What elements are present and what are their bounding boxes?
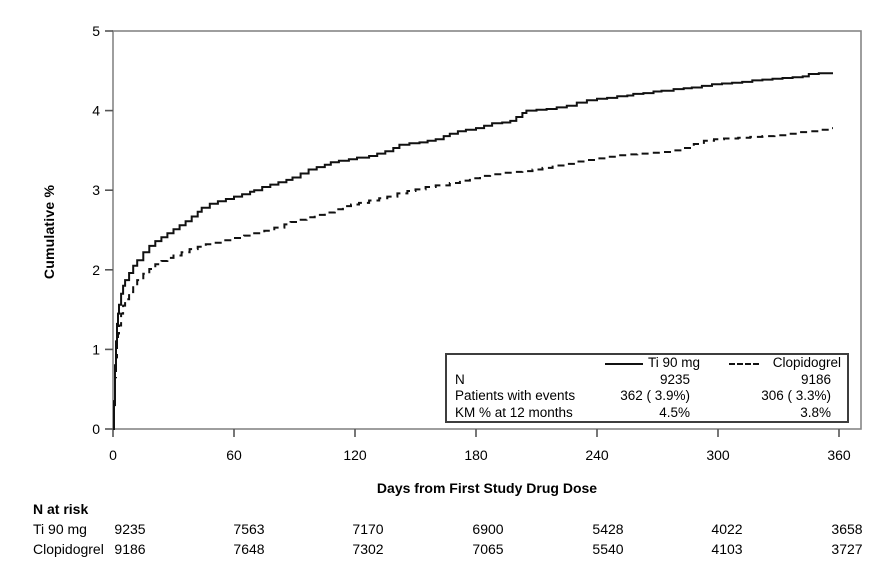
at-risk-value: 7065 (472, 541, 504, 557)
x-tick-label: 240 (585, 447, 609, 463)
legend-row-events: Patients with events 362 ( 3.9%) 306 ( 3… (447, 388, 847, 405)
legend-series-2-name: Clopidogrel (772, 355, 841, 370)
x-tick-label: 120 (343, 447, 367, 463)
x-tick-label: 360 (827, 447, 851, 463)
at-risk-value: 3658 (831, 521, 863, 537)
at-risk-value: 7170 (352, 521, 384, 537)
legend-n-clo: 9186 (800, 371, 831, 387)
y-tick-label: 4 (92, 103, 100, 119)
legend-events-ti: 362 ( 3.9%) (620, 388, 690, 403)
at-risk-row-label-ti90: Ti 90 mg (33, 521, 87, 537)
y-axis-title: Cumulative % (41, 184, 57, 280)
dashed-line-sample-icon (729, 363, 759, 365)
at-risk-value: 5540 (592, 541, 624, 557)
plot-frame (112, 30, 862, 430)
y-tick-label: 3 (92, 182, 100, 198)
at-risk-value: 4022 (711, 521, 743, 537)
x-axis-title: Days from First Study Drug Dose (376, 480, 598, 496)
series-curve-clopidogrel (113, 127, 833, 430)
legend-km-ti: 4.5% (659, 404, 690, 420)
at-risk-value: 9186 (114, 541, 146, 557)
at-risk-value: 7648 (233, 541, 265, 557)
legend-row-label: N (455, 371, 465, 387)
x-tick-label: 60 (226, 447, 242, 463)
solid-line-sample-icon (605, 363, 643, 365)
y-tick-label: 1 (92, 341, 100, 357)
x-tick-label: 0 (109, 447, 117, 463)
x-tick-label: 180 (464, 447, 488, 463)
legend-events-clo: 306 ( 3.3%) (761, 388, 831, 403)
at-risk-value: 3727 (831, 541, 863, 557)
y-tick-label: 0 (92, 421, 100, 437)
legend-series-1-name: Ti 90 mg (647, 355, 700, 370)
legend-n-ti: 9235 (659, 371, 690, 387)
legend-km-clo: 3.8% (800, 404, 831, 420)
series-curve-ti-90-mg (113, 72, 833, 430)
at-risk-title: N at risk (33, 501, 89, 517)
legend-header-row: Ti 90 mg Clopidogrel (447, 355, 847, 372)
at-risk-value: 5428 (592, 521, 624, 537)
x-tick-label: 300 (706, 447, 730, 463)
at-risk-value: 7563 (233, 521, 265, 537)
legend-box: Ti 90 mg Clopidogrel N 9235 9186 Patient… (445, 353, 849, 423)
legend-row-km: KM % at 12 months 4.5% 3.8% (447, 405, 847, 422)
at-risk-value: 9235 (114, 521, 146, 537)
y-tick-label: 2 (92, 262, 100, 278)
y-tick-label: 5 (92, 23, 100, 39)
at-risk-value: 4103 (711, 541, 743, 557)
legend-row-n: N 9235 9186 (447, 372, 847, 389)
at-risk-row-label-clopidogrel: Clopidogrel (33, 541, 104, 557)
legend-row-label: KM % at 12 months (455, 404, 573, 420)
at-risk-value: 6900 (472, 521, 504, 537)
legend-row-label: Patients with events (455, 388, 576, 403)
at-risk-value: 7302 (352, 541, 384, 557)
